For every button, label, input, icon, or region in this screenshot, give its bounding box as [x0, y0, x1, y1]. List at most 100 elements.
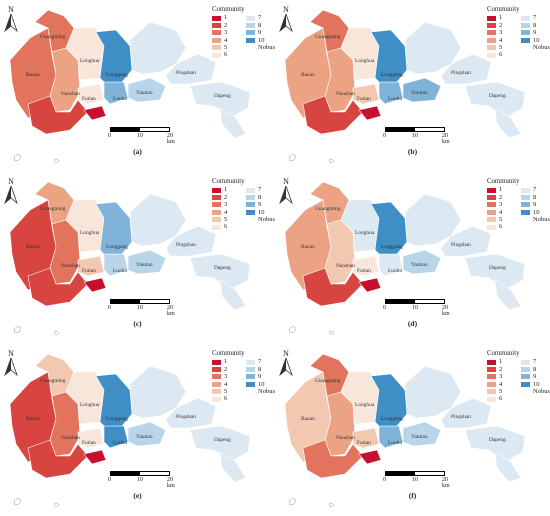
legend-swatch	[246, 366, 255, 372]
label-yantian: Yantian	[136, 262, 153, 268]
scale-bar-graphic	[385, 471, 445, 476]
scale-bar: 0 10 20 km	[383, 299, 450, 317]
district-pingshan	[165, 53, 217, 85]
legend-swatch	[487, 37, 496, 43]
map-canvas: Guangming Baoan Longhua Nanshan Longgang…	[9, 9, 251, 164]
legend-item: 3	[212, 373, 246, 380]
legend-item: 8	[521, 194, 550, 201]
north-label: N	[283, 349, 289, 358]
district-dapeng	[189, 425, 251, 463]
legend-item: 6	[487, 223, 521, 230]
north-arrow-icon	[279, 356, 293, 377]
scale-bar-labels: 0 10 20 km	[383, 304, 450, 317]
legend-swatch	[212, 389, 221, 395]
label-longgang: Longgang	[106, 416, 128, 422]
legend-swatch	[487, 389, 496, 395]
legend-label: 4	[499, 208, 503, 216]
hotspot	[83, 277, 107, 293]
legend-grid: 1 7 2 8 3 9 4 10 5 Nobus 6	[487, 358, 550, 402]
island	[53, 330, 60, 336]
legend-item: 5	[212, 388, 246, 395]
legend-item: Nobus	[521, 216, 550, 223]
legend-grid: 1 7 2 8 3 9 4 10 5 Nobus 6	[487, 186, 550, 230]
legend-item: 2	[487, 22, 521, 29]
legend-item: 8	[521, 366, 550, 373]
scale-tick: 0	[383, 305, 386, 311]
legend-label: 4	[224, 380, 228, 388]
label-yantian: Yantian	[411, 434, 428, 440]
legend-swatch	[521, 202, 530, 208]
legend-label: 8	[258, 365, 262, 373]
legend-item	[521, 51, 550, 58]
district-dapeng-tip	[494, 451, 522, 483]
district-longhua	[65, 27, 105, 81]
legend: Community 1 7 2 8 3 9 4 10 5 Nobus 6	[487, 178, 550, 231]
island	[13, 325, 22, 334]
map-panel-f: Guangming Baoan Longhua Nanshan Longgang…	[275, 344, 550, 516]
label-yantian: Yantian	[136, 434, 153, 440]
legend-label: 9	[258, 29, 262, 37]
legend-item: 6	[487, 395, 521, 402]
legend-swatch	[521, 359, 530, 365]
north-arrow: N	[4, 350, 18, 381]
legend-swatch	[246, 37, 255, 43]
label-longhua: Longhua	[355, 402, 375, 408]
legend-swatch	[521, 381, 530, 387]
legend-item: 4	[487, 381, 521, 388]
label-nanshan: Nanshan	[61, 263, 80, 269]
legend-label: 8	[258, 21, 262, 29]
district-longgang-west	[370, 201, 408, 255]
label-guangming: Guangming	[315, 206, 341, 212]
legend-label: 6	[499, 395, 503, 403]
label-baoan: Baoan	[301, 72, 315, 78]
legend-swatch	[246, 187, 255, 193]
legend-swatch	[212, 15, 221, 21]
label-baoan: Baoan	[26, 72, 40, 78]
legend-item: 2	[212, 194, 246, 201]
north-arrow-icon	[4, 184, 18, 205]
legend-item: Nobus	[246, 44, 280, 51]
legend-swatch	[212, 224, 221, 230]
north-arrow: N	[279, 350, 293, 381]
legend-swatch	[212, 37, 221, 43]
legend-label: 1	[224, 14, 228, 22]
island	[288, 325, 297, 334]
legend-label: 9	[533, 29, 537, 37]
district-south-coast	[27, 439, 89, 479]
legend-swatch	[521, 217, 530, 222]
legend-label: 6	[499, 51, 503, 59]
district-dapeng	[464, 81, 526, 119]
legend-item: 10	[521, 381, 550, 388]
legend-label: 10	[533, 208, 540, 216]
map-canvas: Guangming Baoan Longhua Nanshan Longgang…	[9, 181, 251, 336]
legend-swatch	[487, 45, 496, 51]
district-dapeng	[464, 253, 526, 291]
district-pingshan	[440, 53, 492, 85]
label-luohu: Luohu	[388, 440, 402, 446]
legend-item: 5	[212, 216, 246, 223]
legend-label: 10	[533, 36, 540, 44]
legend-swatch	[246, 202, 255, 208]
legend-item: 7	[246, 186, 280, 193]
district-futian	[352, 255, 380, 277]
legend-label: 10	[258, 380, 265, 388]
legend-item: 3	[487, 29, 521, 36]
legend-swatch	[521, 194, 530, 200]
north-label: N	[8, 5, 14, 14]
legend-swatch	[246, 22, 255, 28]
legend-title: Community	[487, 350, 520, 357]
legend-swatch	[521, 374, 530, 380]
legend-item: 4	[212, 209, 246, 216]
legend-label: 10	[258, 208, 265, 216]
legend-item: 9	[521, 201, 550, 208]
legend-item: 4	[212, 381, 246, 388]
island	[288, 497, 297, 506]
legend-swatch	[246, 45, 255, 50]
legend-swatch	[521, 45, 530, 50]
legend-label: 7	[533, 358, 537, 366]
legend-label: 1	[499, 358, 503, 366]
legend-label: 7	[258, 358, 262, 366]
legend-title: Community	[487, 6, 520, 13]
district-futian	[77, 427, 105, 449]
legend-label: 6	[224, 51, 228, 59]
